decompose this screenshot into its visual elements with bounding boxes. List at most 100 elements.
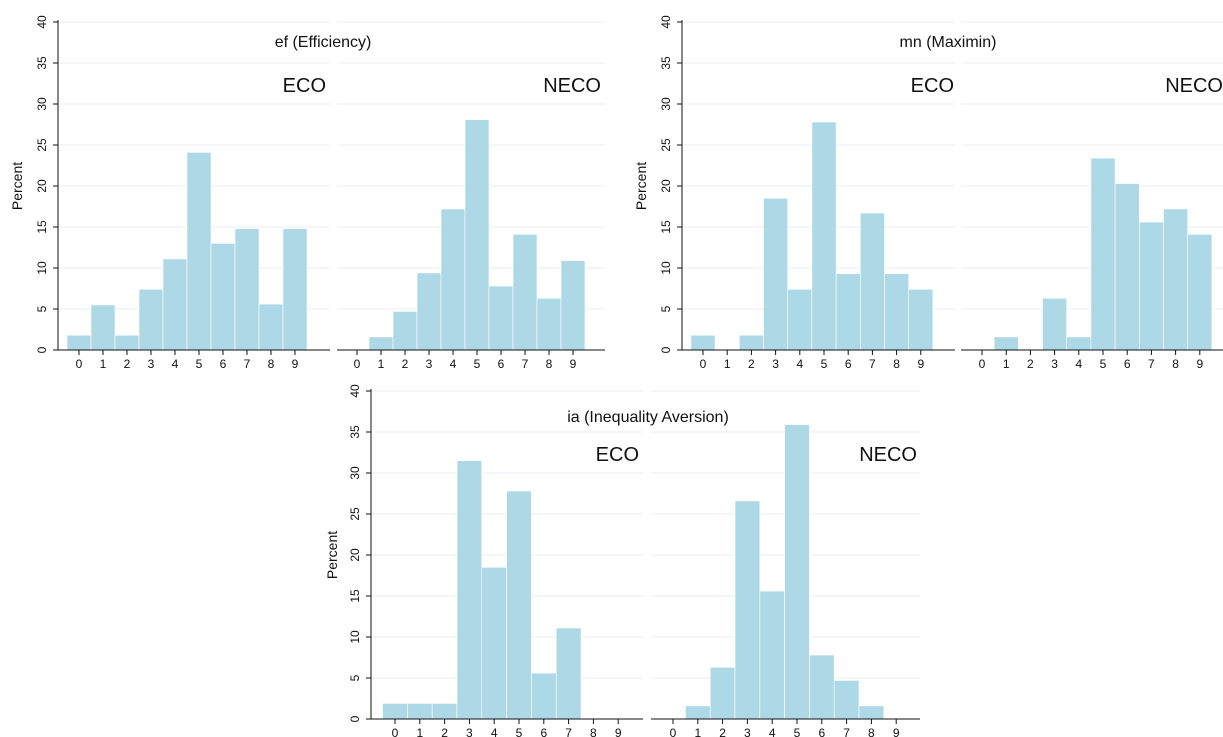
x-tick-label: 6 (818, 726, 825, 737)
x-tick-label: 0 (670, 726, 677, 737)
bar-eco-7 (555, 627, 582, 720)
x-tick-label: 2 (748, 357, 755, 371)
bar-eco-2 (114, 334, 140, 351)
x-tick-label: 8 (590, 726, 597, 737)
x-tick-label: 3 (744, 726, 751, 737)
x-tick-label: 6 (1124, 357, 1131, 371)
y-tick-label: 35 (35, 56, 49, 70)
x-tick-label: 2 (719, 726, 726, 737)
bar-neco-2 (709, 667, 736, 720)
y-axis-title: Percent (324, 531, 340, 579)
bar-neco-1 (368, 336, 394, 351)
x-tick-label: 2 (441, 726, 448, 737)
bar-neco-6 (1114, 183, 1140, 351)
bar-neco-7 (1139, 221, 1164, 351)
bar-neco-7 (833, 680, 860, 720)
group-label-neco: NECO (1165, 75, 1223, 97)
x-tick-label: 9 (917, 357, 924, 371)
bar-eco-3 (138, 289, 164, 351)
bar-eco-4 (162, 258, 188, 351)
y-tick-label: 25 (348, 507, 362, 521)
x-tick-label: 3 (466, 726, 473, 737)
x-tick-label: 3 (1051, 357, 1058, 371)
bar-eco-0 (66, 334, 92, 351)
x-tick-label: 6 (845, 357, 852, 371)
bar-neco-2 (392, 311, 418, 351)
y-axis-title: Percent (633, 162, 649, 210)
bar-neco-9 (1187, 234, 1213, 351)
x-tick-label: 3 (772, 357, 779, 371)
x-tick-label: 7 (843, 726, 850, 737)
x-tick-label: 7 (869, 357, 876, 371)
group-label-eco: ECO (596, 444, 639, 466)
x-tick-label: 6 (540, 726, 547, 737)
x-tick-label: 9 (1196, 357, 1203, 371)
x-tick-label: 9 (570, 357, 577, 371)
y-tick-label: 5 (348, 674, 362, 681)
y-tick-label: 0 (348, 715, 362, 722)
bar-neco-5 (784, 424, 810, 720)
x-tick-label: 4 (450, 357, 457, 371)
x-tick-label: 3 (148, 357, 155, 371)
x-tick-label: 2 (124, 357, 131, 371)
bar-eco-4 (787, 289, 813, 351)
y-tick-label: 15 (35, 220, 49, 234)
y-axis-title: Percent (9, 162, 25, 210)
bar-eco-8 (884, 273, 910, 351)
x-tick-label: 8 (546, 357, 553, 371)
bar-neco-5 (464, 119, 490, 351)
chart-title: ef (Efficiency) (275, 34, 372, 51)
x-tick-label: 4 (769, 726, 776, 737)
x-tick-label: 1 (1003, 357, 1010, 371)
x-tick-label: 6 (220, 357, 227, 371)
x-tick-label: 9 (893, 726, 900, 737)
bar-eco-6 (835, 273, 861, 351)
bar-neco-4 (1066, 336, 1092, 351)
y-tick-label: 5 (659, 305, 673, 312)
x-tick-label: 3 (426, 357, 433, 371)
bar-eco-3 (763, 198, 789, 351)
bar-neco-1 (685, 705, 711, 720)
group-label-eco: ECO (283, 75, 326, 97)
x-tick-label: 8 (268, 357, 275, 371)
bar-neco-3 (734, 500, 761, 720)
y-tick-label: 20 (35, 179, 49, 193)
x-tick-label: 1 (694, 726, 701, 737)
x-tick-label: 8 (868, 726, 875, 737)
y-tick-label: 40 (35, 15, 49, 29)
y-tick-label: 35 (348, 425, 362, 439)
bar-eco-5 (506, 490, 532, 720)
x-tick-label: 4 (172, 357, 179, 371)
x-tick-label: 5 (821, 357, 828, 371)
bar-neco-3 (416, 272, 442, 351)
bar-eco-4 (481, 566, 507, 720)
y-tick-label: 30 (659, 97, 673, 111)
x-tick-label: 0 (76, 357, 83, 371)
bar-eco-1 (90, 304, 116, 351)
bar-eco-9 (908, 289, 934, 351)
bar-neco-6 (488, 285, 514, 351)
y-tick-label: 40 (348, 384, 362, 398)
x-tick-label: 4 (1075, 357, 1082, 371)
chart-title: ia (Inequality Aversion) (567, 409, 729, 426)
y-tick-label: 25 (35, 138, 49, 152)
x-tick-label: 1 (378, 357, 385, 371)
y-tick-label: 20 (659, 179, 673, 193)
bar-neco-4 (759, 590, 785, 720)
x-tick-label: 0 (392, 726, 399, 737)
y-tick-label: 10 (35, 261, 49, 275)
x-tick-label: 8 (893, 357, 900, 371)
y-tick-label: 0 (35, 346, 49, 353)
x-tick-label: 4 (796, 357, 803, 371)
bar-neco-8 (536, 298, 562, 351)
x-tick-label: 7 (1148, 357, 1155, 371)
bar-neco-7 (512, 234, 538, 351)
bar-eco-8 (258, 303, 284, 351)
bar-eco-9 (282, 228, 308, 351)
bar-eco-0 (382, 703, 408, 720)
x-tick-label: 1 (100, 357, 107, 371)
bar-neco-3 (1042, 298, 1068, 351)
x-tick-label: 4 (491, 726, 498, 737)
bar-eco-2 (738, 334, 764, 351)
